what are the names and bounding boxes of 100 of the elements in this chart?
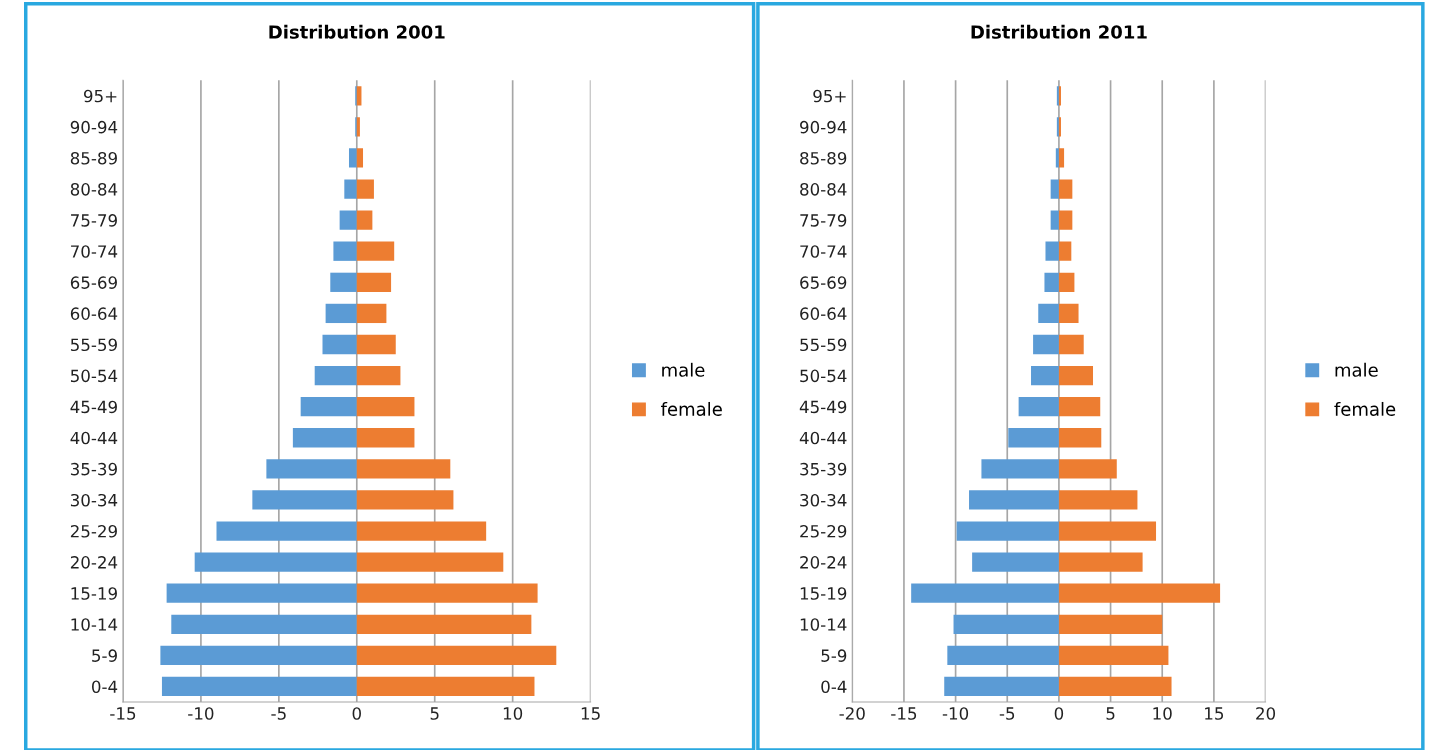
- y-tick-label: 40-44: [70, 431, 118, 445]
- y-tick-label: 80-84: [70, 183, 118, 196]
- y-tick-label: 80-84: [800, 183, 847, 196]
- y-tick-label: 50-54: [70, 369, 118, 383]
- x-tick-label: -15: [110, 707, 136, 720]
- y-tick-label: 50-54: [800, 369, 847, 383]
- bar: [1050, 179, 1059, 199]
- x-tick-label: -15: [891, 707, 917, 720]
- bar: [1058, 428, 1102, 448]
- x-tick-label: 20: [1256, 707, 1276, 720]
- bar: [1058, 334, 1084, 355]
- y-tick-label: 95+: [83, 89, 117, 103]
- x-tick-label: 5: [1106, 707, 1115, 720]
- bar: [972, 552, 1059, 572]
- bar: [1018, 397, 1059, 417]
- bar: [1031, 365, 1059, 386]
- bar: [356, 552, 504, 572]
- y-tick-label: 25-29: [800, 524, 847, 538]
- x-tick-label: 0: [352, 707, 361, 720]
- bar: [166, 583, 357, 603]
- bar: [969, 490, 1059, 510]
- y-tick-label: 5-9: [92, 649, 117, 662]
- y-tick-label: 60-64: [70, 307, 118, 320]
- bar: [161, 676, 357, 697]
- bar: [1008, 428, 1059, 448]
- y-tick-label: 65-69: [800, 276, 847, 289]
- x-tick-label: 15: [1205, 707, 1224, 720]
- bar: [356, 148, 364, 168]
- bar: [314, 365, 357, 386]
- bar: [356, 272, 392, 292]
- y-tick-label: 20-24: [70, 556, 118, 569]
- y-tick-label: 10-14: [71, 618, 118, 631]
- bar: [1055, 148, 1059, 168]
- y-tick-label: 55-59: [70, 338, 117, 352]
- bar: [194, 552, 357, 572]
- y-tick-label: 95+: [813, 89, 846, 103]
- bar: [1058, 490, 1138, 510]
- y-tick-label: 45-49: [799, 400, 847, 414]
- bar: [356, 397, 415, 417]
- bar: [1058, 676, 1172, 697]
- x-tick-label: -10: [188, 707, 214, 720]
- y-tick-label: 55-59: [800, 338, 847, 352]
- bar: [339, 210, 357, 230]
- bar: [356, 521, 487, 541]
- x-tick-label: -10: [942, 707, 969, 720]
- x-tick-label: 0: [1054, 707, 1064, 720]
- y-tick-label: 90-94: [800, 120, 847, 134]
- bar: [1058, 583, 1221, 603]
- bar: [356, 490, 454, 510]
- x-tick-label: -5: [271, 707, 286, 720]
- bar: [356, 210, 373, 230]
- y-tick-label: 5-9: [821, 649, 847, 662]
- bar: [981, 459, 1059, 479]
- bar: [1058, 521, 1157, 541]
- bar: [956, 521, 1059, 541]
- bar: [1058, 614, 1163, 634]
- y-tick-label: 45-49: [70, 400, 117, 414]
- bar: [1058, 365, 1094, 386]
- bar: [356, 428, 415, 448]
- bar: [252, 490, 357, 510]
- bar: [356, 614, 532, 634]
- bar: [1058, 459, 1117, 479]
- y-tick-label: 75-79: [71, 214, 117, 227]
- bar: [333, 241, 357, 261]
- y-tick-label: 30-34: [70, 493, 118, 507]
- legend-label: female: [661, 401, 722, 416]
- y-tick-label: 0-4: [92, 680, 118, 694]
- bar: [1058, 397, 1101, 417]
- bar: [1058, 303, 1079, 324]
- y-tick-label: 70-74: [71, 245, 118, 258]
- x-tick-label: -20: [839, 707, 865, 720]
- bar: [171, 614, 357, 634]
- bar: [356, 179, 374, 199]
- y-tick-label: 65-69: [70, 276, 117, 289]
- y-tick-label: 10-14: [800, 618, 847, 631]
- y-tick-label: 70-74: [800, 245, 847, 258]
- y-tick-label: 90-94: [70, 120, 118, 134]
- legend-label: male: [1335, 362, 1378, 377]
- chart-title: Distribution 2011: [971, 24, 1147, 39]
- bar: [356, 583, 538, 603]
- chart-title: Distribution 2001: [269, 24, 445, 39]
- y-tick-label: 60-64: [800, 307, 847, 320]
- bar: [356, 676, 535, 697]
- y-tick-label: 0-4: [821, 680, 847, 694]
- y-tick-label: 35-39: [70, 462, 117, 476]
- bar: [325, 303, 357, 324]
- bar: [947, 645, 1059, 666]
- bar: [1038, 303, 1059, 324]
- bar: [1058, 148, 1065, 168]
- y-tick-label: 85-89: [70, 151, 117, 165]
- x-tick-label: 15: [581, 707, 600, 720]
- bar: [944, 676, 1059, 697]
- bar: [300, 397, 357, 417]
- y-tick-label: 15-19: [71, 587, 117, 600]
- bar: [1058, 552, 1143, 572]
- legend-label: female: [1334, 401, 1396, 416]
- bar: [356, 645, 557, 666]
- bar: [348, 148, 357, 168]
- bar: [216, 521, 357, 541]
- x-tick-label: 10: [503, 707, 523, 720]
